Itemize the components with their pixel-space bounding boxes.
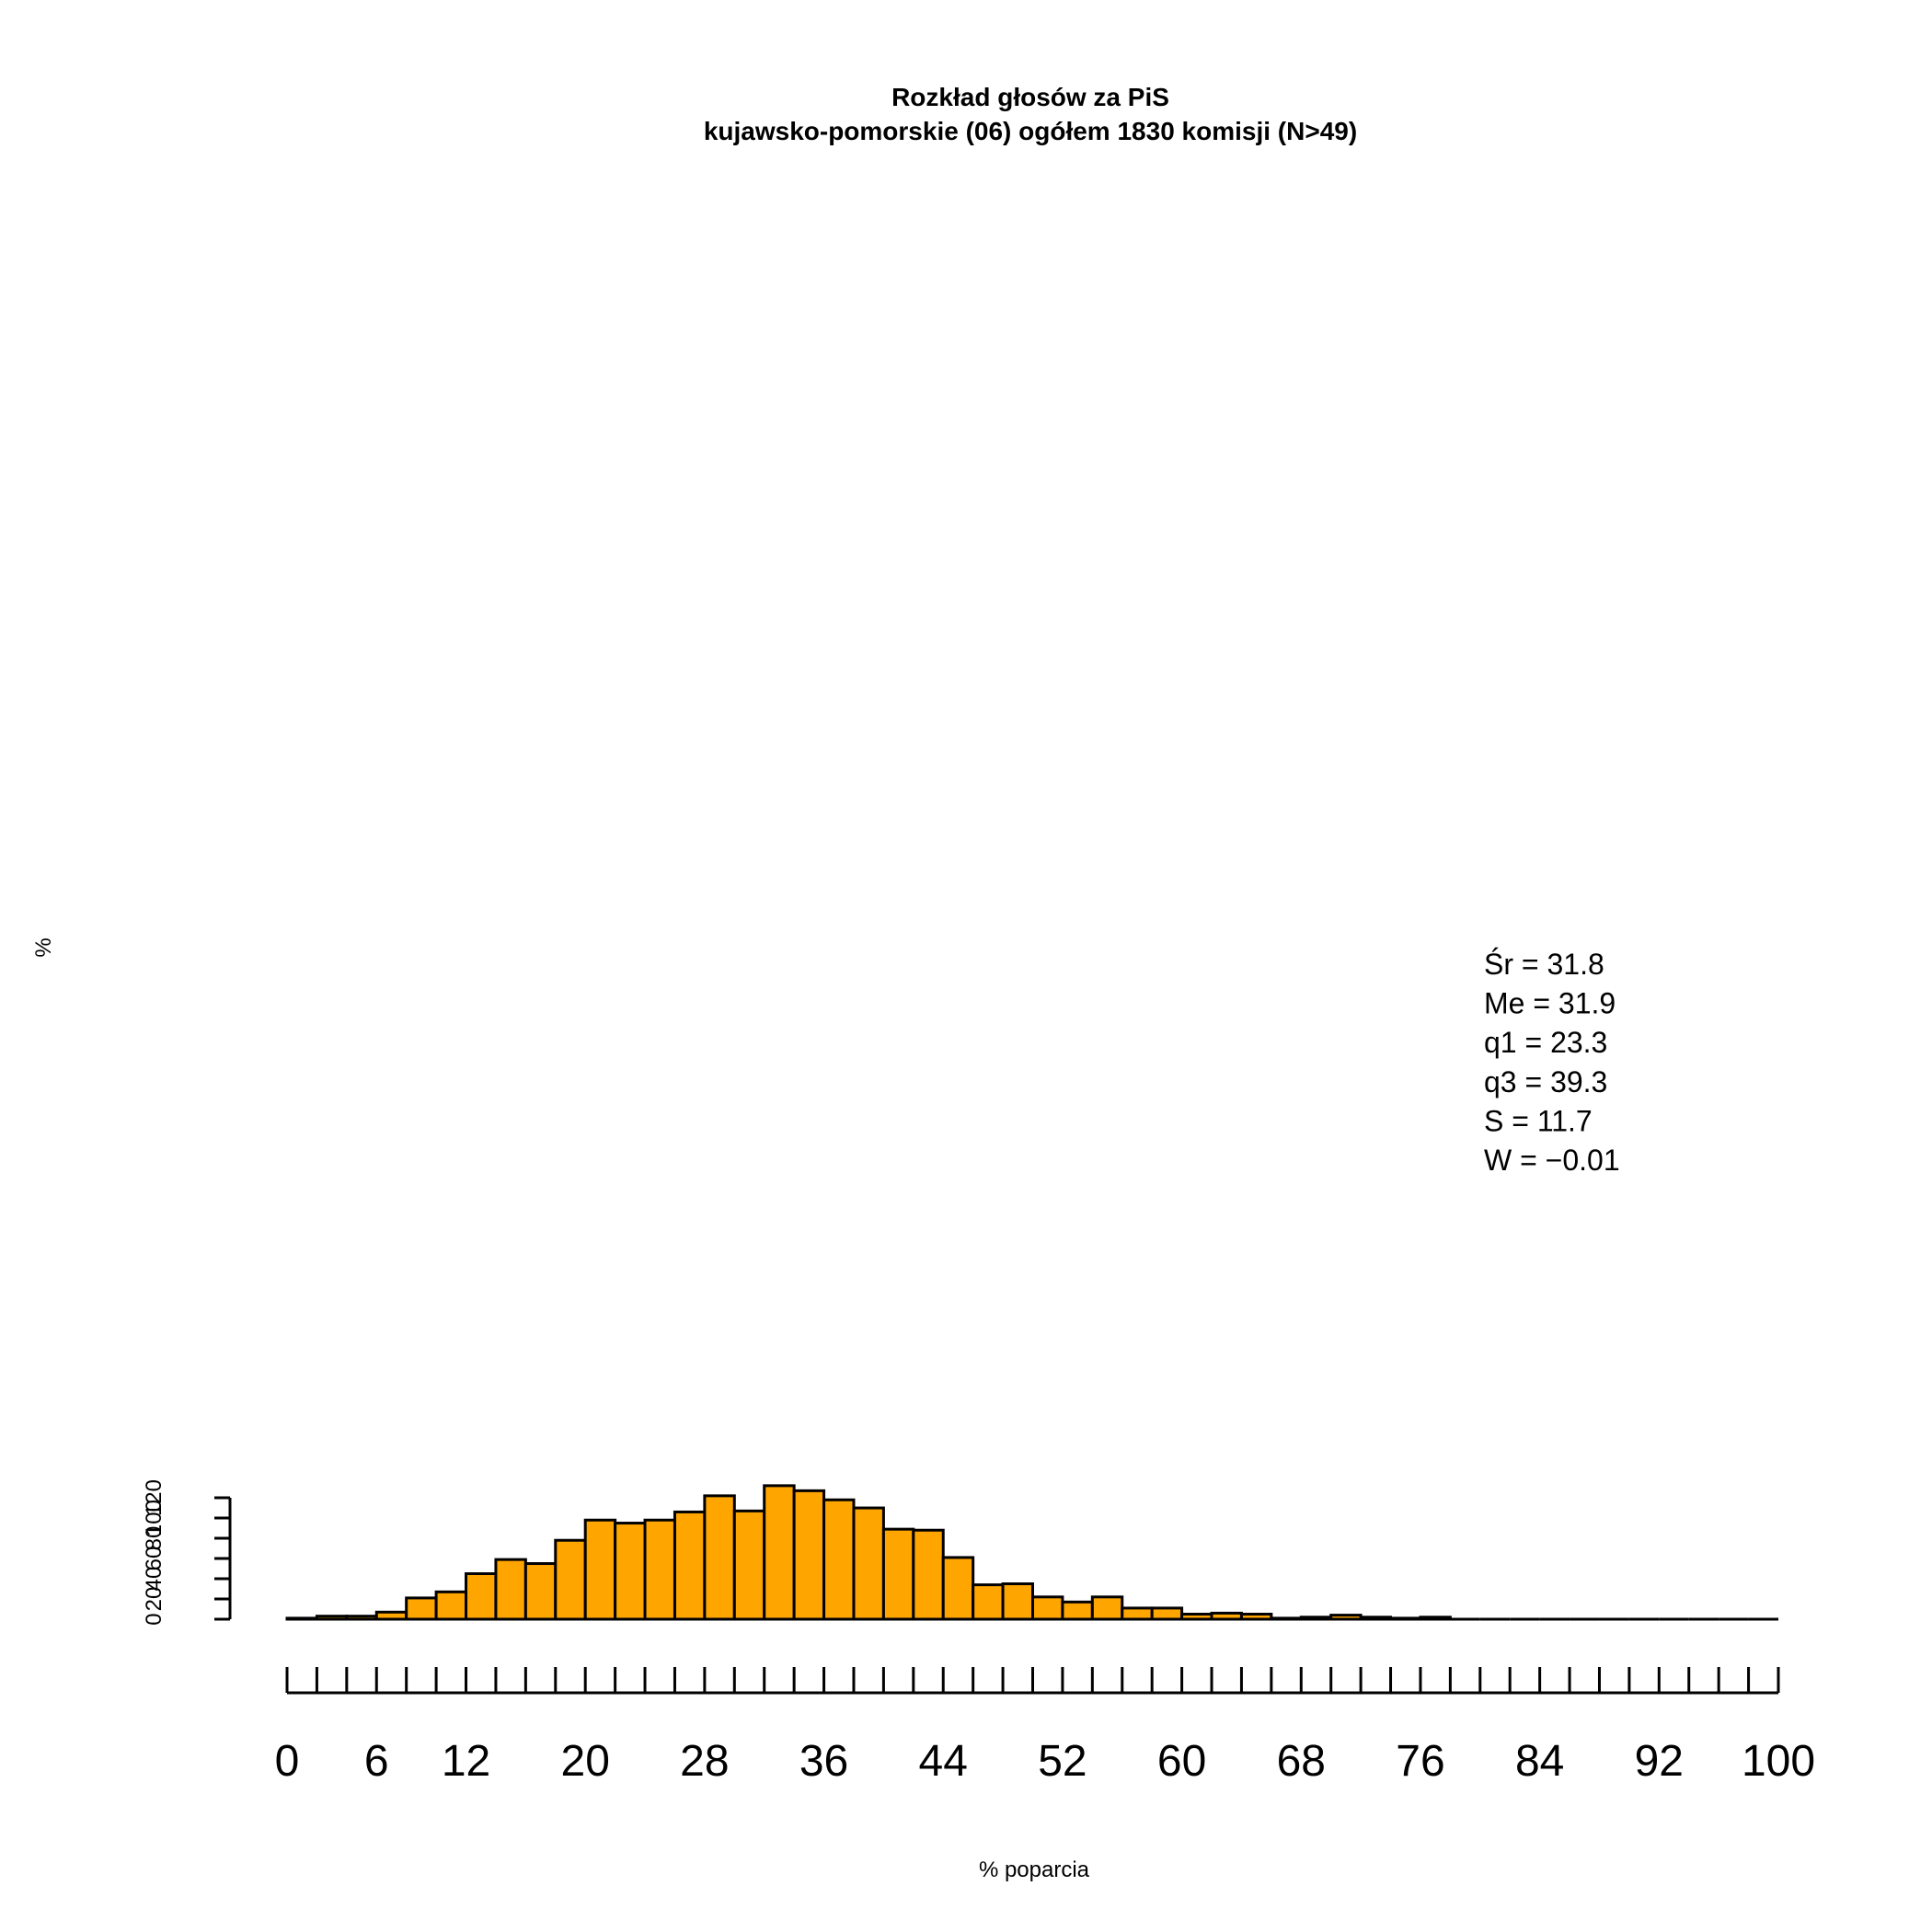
histogram-bar xyxy=(345,1615,378,1621)
histogram-bar xyxy=(1359,1616,1393,1621)
histogram-bar xyxy=(405,1596,438,1621)
x-tick-label: 28 xyxy=(680,1737,729,1786)
stat-line: q1 = 23.3 xyxy=(1484,1026,1607,1059)
stat-line: Śr = 31.8 xyxy=(1484,948,1604,981)
histogram-bar xyxy=(1329,1614,1363,1621)
stat-line: Me = 31.9 xyxy=(1484,987,1616,1020)
x-tick-label: 52 xyxy=(1038,1737,1087,1786)
histogram-bar xyxy=(1389,1616,1422,1621)
histogram-bar xyxy=(554,1538,587,1621)
histogram-bar xyxy=(1061,1600,1094,1621)
x-tick-label: 84 xyxy=(1515,1737,1564,1786)
y-axis-title: % xyxy=(31,937,56,957)
histogram-bar xyxy=(1239,1613,1273,1621)
histogram-bar xyxy=(881,1527,915,1621)
x-tick-label: 44 xyxy=(919,1737,968,1786)
x-tick-label: 36 xyxy=(799,1737,848,1786)
histogram-bar xyxy=(1001,1582,1034,1621)
stats-annotation: Śr = 31.8 Me = 31.9 q1 = 23.3 q3 = 39.3 S = … xyxy=(1484,948,1620,1177)
bar-series xyxy=(285,1484,1778,1621)
histogram-bar xyxy=(1150,1606,1184,1621)
x-tick-label: 68 xyxy=(1277,1737,1326,1786)
histogram-bar xyxy=(1121,1606,1154,1621)
histogram-bar xyxy=(763,1484,796,1621)
stat-line: q3 = 39.3 xyxy=(1484,1065,1607,1098)
histogram-bar xyxy=(1210,1611,1243,1621)
histogram-bar xyxy=(315,1615,349,1621)
histogram-bar xyxy=(732,1509,766,1621)
histogram-bar xyxy=(643,1518,676,1621)
histogram-bar xyxy=(285,1616,318,1621)
histogram-bar xyxy=(374,1610,408,1621)
histogram-bar xyxy=(703,1494,736,1621)
x-tick-label: 0 xyxy=(275,1737,300,1786)
histogram-bar xyxy=(494,1558,527,1621)
chart-subtitle: kujawsko-pomorskie (06) ogółem 1830 komi… xyxy=(704,117,1357,145)
histogram-bar xyxy=(972,1583,1005,1621)
histogram-bar xyxy=(1180,1613,1213,1621)
histogram-bar xyxy=(614,1522,647,1621)
y-tick-label: 120 xyxy=(142,1479,167,1516)
histogram-bar xyxy=(1090,1595,1124,1621)
x-axis-title: % poparcia xyxy=(979,1857,1090,1882)
y-tick-label: 80 xyxy=(142,1526,167,1551)
histogram-bar xyxy=(673,1510,707,1621)
y-tick-label: 0 xyxy=(142,1613,167,1625)
histogram-bar xyxy=(1270,1616,1303,1621)
histogram-bar xyxy=(434,1590,468,1621)
x-tick-label: 20 xyxy=(561,1737,610,1786)
y-tick-label: 60 xyxy=(142,1547,167,1571)
x-axis: 0 6 12 20 28 36 44 52 60 68 76 84 92 100 xyxy=(275,1667,1815,1786)
histogram-bar xyxy=(912,1528,945,1621)
histogram-bar xyxy=(941,1556,975,1621)
x-tick-label: 76 xyxy=(1396,1737,1444,1786)
histogram-bar xyxy=(822,1498,856,1621)
x-tick-label: 92 xyxy=(1635,1737,1684,1786)
stat-line: S = 11.7 xyxy=(1484,1104,1593,1137)
histogram-bar xyxy=(465,1572,498,1621)
x-tick-label: 6 xyxy=(364,1737,389,1786)
histogram-bar xyxy=(583,1518,617,1621)
x-tick-label: 60 xyxy=(1157,1737,1206,1786)
histogram-bar xyxy=(852,1506,885,1621)
histogram-bar xyxy=(1031,1595,1064,1621)
histogram-bar xyxy=(792,1489,826,1621)
stat-line: W = −0.01 xyxy=(1484,1144,1620,1177)
histogram-bar xyxy=(523,1562,558,1621)
histogram-bar xyxy=(1299,1616,1333,1621)
y-tick-label: 100 xyxy=(142,1500,167,1536)
chart-title: Rozkład głosów za PiS xyxy=(891,83,1169,111)
y-tick-label: 40 xyxy=(142,1567,167,1592)
x-tick-label: 100 xyxy=(1742,1737,1815,1786)
y-tick-label: 20 xyxy=(142,1587,167,1612)
histogram-bar xyxy=(1419,1616,1452,1621)
x-tick-label: 12 xyxy=(442,1737,490,1786)
